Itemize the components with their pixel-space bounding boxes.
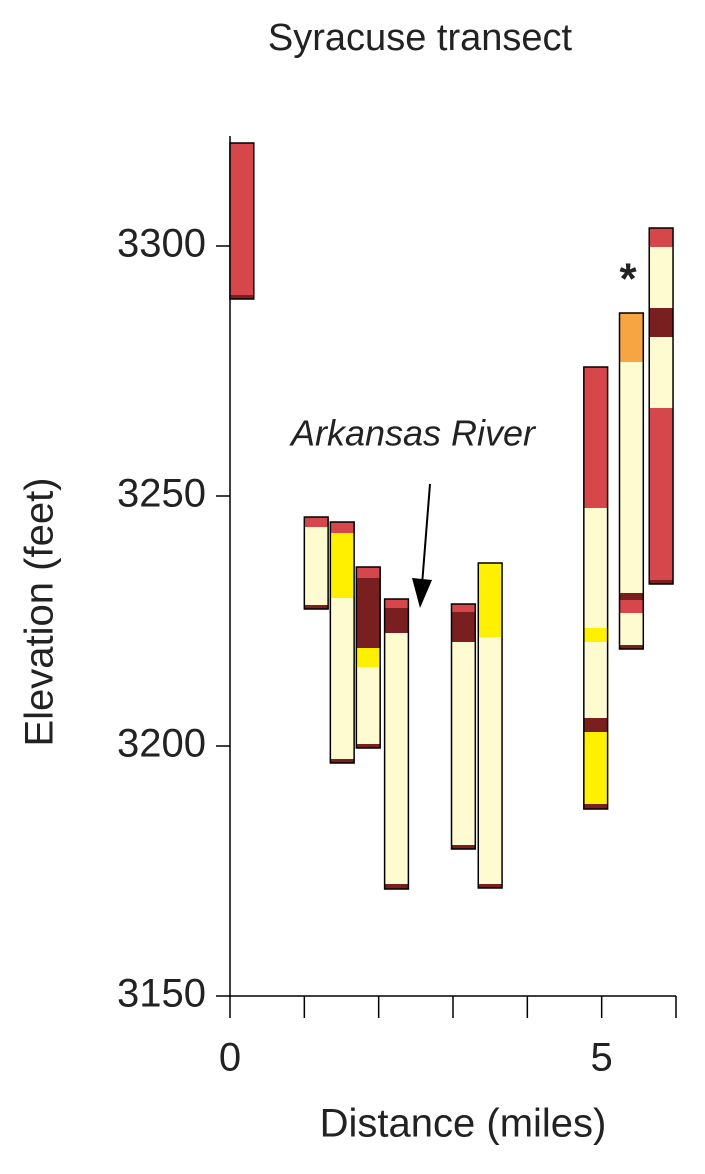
arrow-head	[412, 578, 432, 608]
layer	[583, 732, 608, 804]
annotation: Arkansas River	[289, 413, 537, 454]
column-outline	[583, 366, 609, 810]
column-outline	[383, 598, 410, 890]
layer	[619, 313, 644, 362]
column-outline	[303, 516, 329, 610]
layer	[384, 884, 409, 889]
y-tick-label: 3200	[117, 722, 206, 766]
x-tick-label: 5	[591, 1036, 613, 1080]
layer	[478, 884, 503, 888]
chart-title: Syracuse transect	[268, 17, 573, 59]
column-outline	[477, 562, 503, 889]
column-outline	[355, 566, 381, 749]
layer	[478, 563, 503, 637]
layer	[649, 247, 674, 308]
layer	[583, 718, 608, 732]
y-tick-label: 3250	[117, 472, 206, 516]
x-axis-label: Distance (miles)	[320, 1102, 607, 1146]
column-outline	[648, 227, 674, 585]
layer	[304, 517, 329, 527]
layer	[619, 593, 644, 600]
layer	[230, 295, 254, 299]
layer	[330, 759, 355, 763]
layer	[304, 605, 329, 609]
layer	[356, 578, 381, 648]
layer	[451, 642, 476, 845]
y-axis-label: Elevation (feet)	[18, 477, 62, 746]
layer	[583, 642, 608, 718]
layer	[356, 648, 381, 667]
layer	[330, 533, 355, 598]
layer	[451, 845, 476, 849]
layer	[384, 608, 409, 633]
layer	[356, 744, 381, 748]
layer	[356, 667, 381, 744]
layer	[619, 362, 644, 593]
layer	[330, 598, 355, 759]
layer	[619, 613, 644, 645]
layer	[230, 143, 254, 295]
layer	[583, 628, 608, 642]
layer	[649, 228, 674, 247]
layer	[356, 567, 381, 578]
layer	[330, 522, 355, 533]
layer	[384, 599, 409, 608]
layer	[384, 633, 409, 884]
layer	[451, 604, 476, 612]
column-outline	[329, 521, 355, 764]
column-outline	[450, 603, 477, 850]
x-tick-label: 0	[219, 1036, 241, 1080]
layer	[649, 337, 674, 408]
annotation: *	[619, 255, 637, 304]
layer	[451, 612, 476, 642]
column-outline	[618, 312, 645, 650]
layer	[583, 804, 608, 809]
layer	[649, 408, 674, 580]
layer	[583, 508, 608, 628]
layer	[619, 600, 644, 613]
layer	[649, 308, 674, 337]
layer	[304, 527, 329, 605]
arrow-shaft	[421, 483, 431, 586]
layer	[649, 580, 674, 584]
layer	[619, 645, 644, 649]
y-tick-label: 3300	[117, 222, 206, 266]
layer	[478, 637, 503, 884]
column-outline	[229, 142, 255, 300]
layer	[583, 367, 608, 508]
y-tick-label: 3150	[117, 972, 206, 1016]
